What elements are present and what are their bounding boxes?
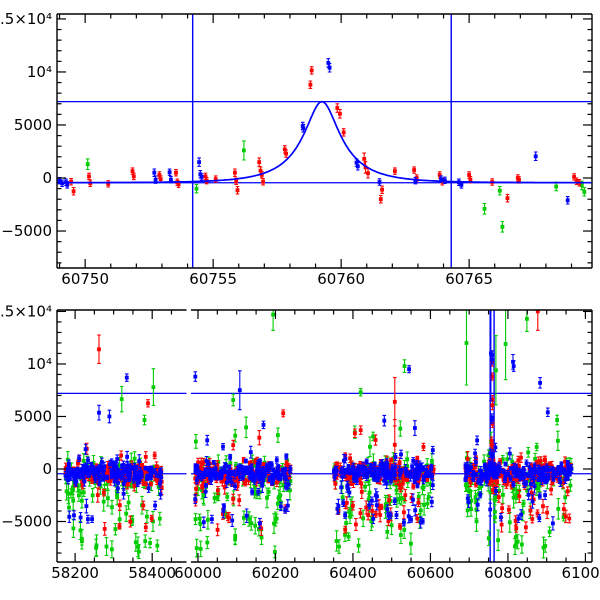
bottom-right-segment-content [191, 310, 592, 562]
y-tick-label: 1.5×10⁴ [0, 302, 52, 320]
model-light-curve [57, 100, 592, 184]
x-tick-label: 60755 [189, 270, 237, 288]
bottom-left-segment-tick-labels: 58200 58400 −5000 0 5000 10⁴ 1.5×10⁴ [0, 302, 176, 582]
y-tick-label: −5000 [1, 513, 52, 531]
series-green-points [193, 312, 573, 554]
x-tick-label: 60200 [252, 564, 300, 582]
series-green-error-bars [85, 140, 587, 233]
series-green-points [85, 148, 587, 229]
top-panel-plot-ticks [57, 14, 592, 268]
y-tick-label: 10⁴ [27, 63, 52, 81]
y-tick-label: 10⁴ [27, 355, 52, 373]
x-tick-label: 60750 [61, 270, 109, 288]
y-tick-label: 5000 [14, 116, 52, 134]
x-tick-label: 60600 [407, 564, 455, 582]
series-red-points [63, 347, 164, 531]
top-panel-plot-frame [56, 13, 593, 269]
bottom-left-segment-content [57, 334, 187, 560]
y-tick-label: −5000 [1, 222, 52, 240]
y-tick-label: 0 [42, 169, 52, 187]
x-tick-label: 60000 [174, 564, 222, 582]
x-tick-label: 60765 [445, 270, 493, 288]
x-tick-label: 58400 [128, 564, 176, 582]
x-tick-label: 58200 [51, 564, 99, 582]
x-tick-label: 60400 [329, 564, 377, 582]
x-tick-label: 61000 [562, 564, 600, 582]
x-tick-label: 60760 [317, 270, 365, 288]
x-tick-label: 60800 [484, 564, 532, 582]
series-blue-points [193, 351, 574, 526]
bottom-left-segment-frame [56, 309, 187, 563]
series-blue-points [63, 375, 164, 522]
series-red-points [69, 68, 582, 202]
y-tick-label: 5000 [14, 407, 52, 425]
bottom-left-segment-ticks [57, 310, 173, 562]
y-tick-label: 1.5×10⁴ [0, 10, 52, 28]
bottom-right-segment-tick-labels: 60000 60200 60400 60600 60800 61000 [174, 564, 600, 582]
top-panel-plot-tick-labels: 60750 60755 60760 60765 −5000 0 5000 10⁴ 1.5×10⁴ [0, 10, 493, 288]
bottom-right-segment-ticks [197, 310, 592, 562]
top-panel-plot-content [57, 14, 592, 268]
y-tick-label: 0 [42, 460, 52, 478]
series-red-error-bars [63, 334, 164, 536]
